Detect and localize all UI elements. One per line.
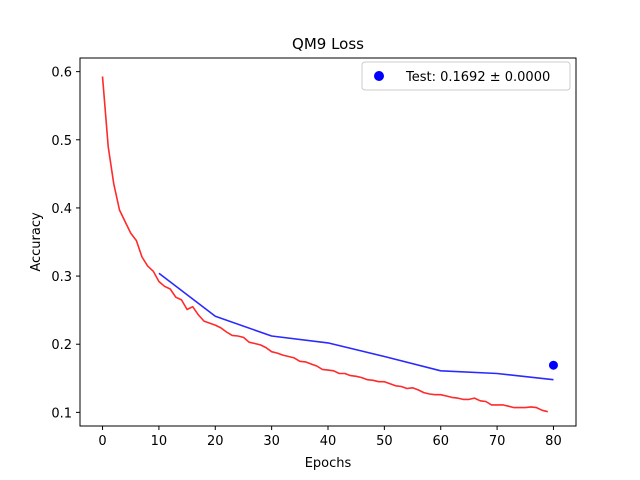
x-tick-label: 10 bbox=[151, 434, 168, 449]
y-tick-label: 0.6 bbox=[51, 66, 72, 81]
x-axis: 0 10 20 30 40 50 60 70 80 bbox=[98, 426, 562, 449]
x-tick-label: 50 bbox=[376, 434, 393, 449]
legend-entry-test: Test: 0.1692 ± 0.0000 bbox=[405, 70, 550, 85]
x-tick-label: 30 bbox=[263, 434, 280, 449]
y-tick-label: 0.4 bbox=[51, 202, 72, 217]
series-layer bbox=[101, 76, 558, 413]
y-tick-label: 0.3 bbox=[51, 270, 72, 285]
y-axis-title: Accuracy bbox=[29, 212, 44, 272]
chart-title: QM9 Loss bbox=[292, 35, 364, 53]
test-point bbox=[548, 360, 558, 370]
x-tick-label: 70 bbox=[489, 434, 506, 449]
x-axis-title: Epochs bbox=[305, 456, 352, 471]
legend-frame bbox=[361, 61, 571, 91]
y-axis: 0.1 0.2 0.3 0.4 0.5 0.6 bbox=[51, 66, 80, 421]
series-line-2 bbox=[158, 272, 554, 381]
y-tick-label: 0.1 bbox=[51, 406, 72, 421]
legend: Test: 0.1692 ± 0.0000 bbox=[361, 61, 571, 91]
x-tick-label: 80 bbox=[545, 434, 562, 449]
x-tick-label: 60 bbox=[432, 434, 449, 449]
y-tick-label: 0.2 bbox=[51, 338, 72, 353]
legend-marker bbox=[374, 71, 384, 81]
series-line-1 bbox=[101, 76, 548, 413]
y-tick-label: 0.5 bbox=[51, 134, 72, 149]
x-tick-label: 20 bbox=[207, 434, 224, 449]
x-tick-label: 0 bbox=[98, 434, 106, 449]
x-tick-label: 40 bbox=[320, 434, 337, 449]
